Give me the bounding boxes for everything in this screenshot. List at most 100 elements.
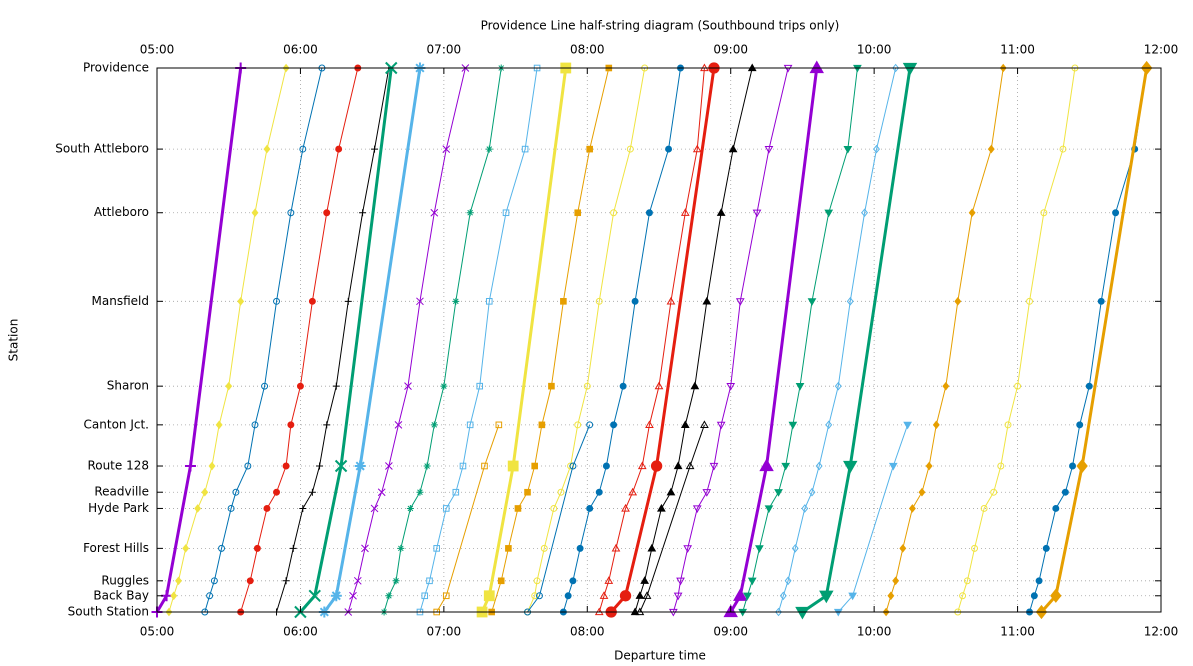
point xyxy=(774,489,783,497)
point xyxy=(595,297,603,305)
point xyxy=(968,208,976,218)
point xyxy=(227,504,235,512)
trip-line xyxy=(837,424,909,613)
point xyxy=(692,144,702,153)
point xyxy=(700,420,709,428)
x-tick-label-top: 07:00 xyxy=(427,43,462,57)
y-tick-label: South Attleboro xyxy=(55,142,149,156)
point xyxy=(1076,421,1084,429)
point xyxy=(502,209,510,217)
x-tick-label: 06:00 xyxy=(283,625,318,639)
point xyxy=(334,459,348,473)
point xyxy=(531,462,538,470)
point xyxy=(485,145,493,153)
point xyxy=(287,421,295,429)
point xyxy=(640,576,650,584)
trip-line xyxy=(598,67,705,613)
point xyxy=(764,145,774,154)
point xyxy=(808,487,816,497)
point xyxy=(599,591,609,599)
y-tick-label: Sharon xyxy=(107,379,149,393)
point xyxy=(1035,577,1043,585)
point xyxy=(397,544,405,552)
point xyxy=(610,209,618,217)
point xyxy=(586,421,594,429)
point xyxy=(621,503,630,512)
point xyxy=(807,298,817,306)
point xyxy=(848,592,857,601)
point xyxy=(702,296,712,305)
point xyxy=(650,460,663,472)
point xyxy=(330,590,342,602)
trip-line xyxy=(778,67,897,613)
point xyxy=(332,382,340,390)
trip-line xyxy=(480,67,568,613)
point xyxy=(430,421,438,429)
point xyxy=(735,298,745,306)
point xyxy=(654,381,664,390)
y-tick-label: Ruggles xyxy=(101,573,149,587)
point xyxy=(963,577,971,585)
point xyxy=(182,544,190,553)
point xyxy=(282,462,290,470)
point xyxy=(971,544,979,552)
point xyxy=(416,297,424,306)
y-tick-label: Route 128 xyxy=(87,459,149,473)
point xyxy=(361,544,369,553)
point xyxy=(359,209,367,217)
point xyxy=(1014,382,1022,390)
point xyxy=(557,488,565,496)
point xyxy=(801,504,809,513)
point xyxy=(194,504,202,513)
x-tick-label: 10:00 xyxy=(857,625,892,639)
point xyxy=(423,462,431,470)
point xyxy=(1059,145,1067,153)
point xyxy=(495,421,503,429)
point xyxy=(781,462,791,471)
point xyxy=(344,297,352,305)
x-tick-label: 07:00 xyxy=(427,625,462,639)
point xyxy=(392,577,400,585)
point xyxy=(666,487,676,496)
point xyxy=(1030,592,1038,600)
point xyxy=(564,592,572,600)
point xyxy=(666,296,676,305)
point xyxy=(637,461,647,470)
point xyxy=(251,421,259,429)
point xyxy=(583,382,591,390)
x-tick-label: 05:00 xyxy=(140,625,175,639)
point xyxy=(692,505,702,513)
point xyxy=(726,383,736,391)
point xyxy=(824,209,834,218)
point xyxy=(1069,462,1077,470)
point xyxy=(873,144,880,154)
y-tick-label: Readville xyxy=(94,485,149,499)
point xyxy=(215,420,223,430)
trip-line xyxy=(639,424,705,613)
point xyxy=(452,297,460,305)
point xyxy=(795,606,810,620)
point xyxy=(1042,544,1050,552)
point xyxy=(225,381,233,391)
point xyxy=(232,488,240,496)
point xyxy=(514,505,522,512)
x-tick-label: 09:00 xyxy=(713,625,748,639)
point xyxy=(263,144,271,154)
point xyxy=(887,591,895,601)
point xyxy=(733,588,748,601)
point xyxy=(481,462,488,470)
point xyxy=(299,145,307,153)
point xyxy=(483,590,495,602)
point xyxy=(764,505,774,513)
point xyxy=(846,297,854,306)
trip-line xyxy=(672,67,789,613)
point xyxy=(690,381,700,390)
point xyxy=(680,420,690,428)
y-tick-label: Hyde Park xyxy=(88,501,149,515)
y-tick-label: Providence xyxy=(83,61,149,75)
point xyxy=(261,382,269,390)
point xyxy=(619,382,627,390)
point xyxy=(308,488,316,496)
point xyxy=(819,590,834,604)
